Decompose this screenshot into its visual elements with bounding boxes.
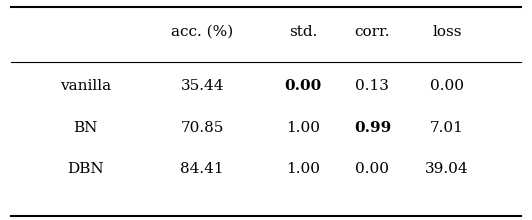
Text: acc. (%): acc. (%) [171,25,234,39]
Text: vanilla: vanilla [60,79,111,93]
Text: DBN: DBN [67,162,103,176]
Text: 70.85: 70.85 [180,121,224,135]
Text: std.: std. [289,25,318,39]
Text: 1.00: 1.00 [286,162,320,176]
Text: 0.99: 0.99 [354,121,391,135]
Text: 1.00: 1.00 [286,121,320,135]
Text: 84.41: 84.41 [180,162,224,176]
Text: BN: BN [73,121,97,135]
Text: 0.00: 0.00 [430,79,464,93]
Text: 0.00: 0.00 [285,79,322,93]
Text: 39.04: 39.04 [425,162,469,176]
Text: loss: loss [432,25,462,39]
Text: 35.44: 35.44 [180,79,224,93]
Text: 0.13: 0.13 [355,79,389,93]
Text: 7.01: 7.01 [430,121,464,135]
Text: 0.00: 0.00 [355,162,389,176]
Text: corr.: corr. [355,25,390,39]
